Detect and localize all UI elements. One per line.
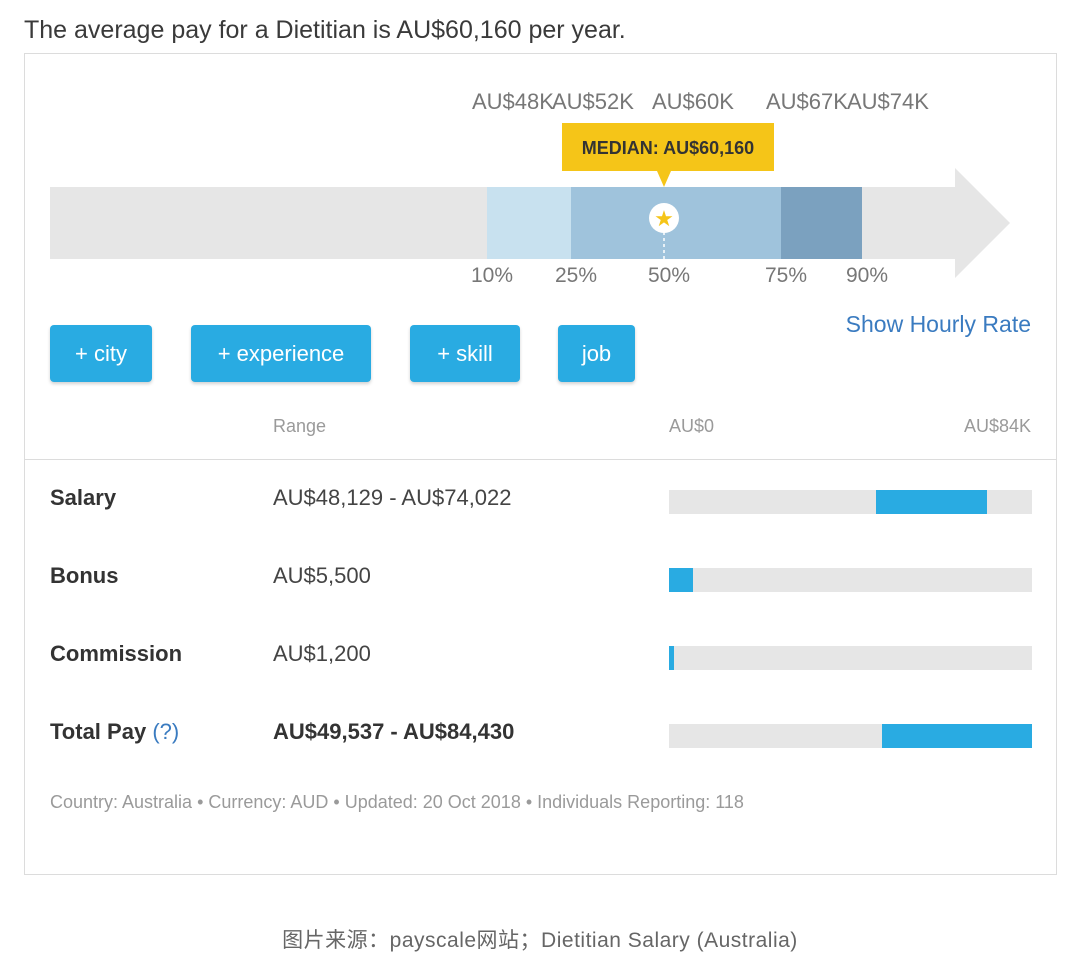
bonus-range: AU$5,500 [273, 563, 371, 588]
commission-bar-track [669, 646, 1032, 670]
percentile-value-label: AU$52K [552, 89, 634, 114]
salary-card: ★ MEDIAN: AU$60,160 AU$48K AU$52K AU$60K AU$6… [24, 53, 1057, 875]
percentile-value-label: AU$60K [652, 89, 734, 114]
total-pay-help-link[interactable]: (?) [152, 719, 180, 744]
salary-bar-fill [875, 490, 988, 514]
job-button[interactable]: job [558, 325, 635, 382]
page-headline: The average pay for a Dietitian is AU$60… [24, 16, 626, 44]
add-experience-button[interactable]: + experience [191, 325, 371, 382]
percentile-value-label: AU$67K [766, 89, 848, 114]
median-marker [649, 203, 679, 233]
commission-label: Commission [50, 641, 183, 666]
scale-min-label: AU$0 [669, 416, 715, 436]
image-source-caption: 图片来源：payscale网站；Dietitian Salary (Austra… [282, 929, 798, 952]
show-hourly-rate-link[interactable]: Show Hourly Rate [845, 311, 1031, 337]
salary-label: Salary [50, 485, 117, 510]
total-pay-text: Total Pay [50, 719, 147, 744]
salary-range: AU$48,129 - AU$74,022 [273, 485, 512, 510]
percentile-label: 10% [471, 264, 513, 287]
total-pay-label: Total Pay (?) [50, 719, 179, 745]
percentile-value-label: AU$48K [472, 89, 554, 114]
band-10-25 [487, 187, 571, 259]
scale-max-label: AU$84K [963, 416, 1031, 436]
percentile-label: 25% [555, 264, 597, 287]
bonus-bar-track [669, 568, 1032, 592]
bonus-label: Bonus [50, 563, 119, 588]
commission-range: AU$1,200 [273, 641, 371, 666]
report-metadata: Country: Australia • Currency: AUD • Upd… [50, 792, 744, 812]
percentile-label: 50% [648, 264, 690, 287]
band-75-90 [781, 187, 862, 259]
bonus-bar-fill [669, 568, 693, 592]
total-pay-bar-track [669, 724, 1032, 748]
add-city-button[interactable]: + city [50, 325, 152, 382]
range-column-header: Range [273, 416, 327, 436]
percentile-label: 90% [846, 264, 888, 287]
table-divider [25, 459, 1056, 460]
median-star-icon: ★ [654, 207, 674, 232]
total-pay-range: AU$49,537 - AU$84,430 [273, 719, 515, 744]
median-badge [562, 123, 774, 171]
median-badge-pointer [657, 171, 671, 187]
median-badge-label: MEDIAN: AU$60,160 [582, 138, 754, 158]
percentile-label: 75% [765, 264, 807, 287]
percentile-value-label: AU$74K [847, 89, 929, 114]
commission-bar-fill [669, 646, 675, 670]
total-pay-bar-fill [881, 724, 1032, 748]
salary-bar-track [669, 490, 1032, 514]
add-skill-button[interactable]: + skill [410, 325, 520, 382]
